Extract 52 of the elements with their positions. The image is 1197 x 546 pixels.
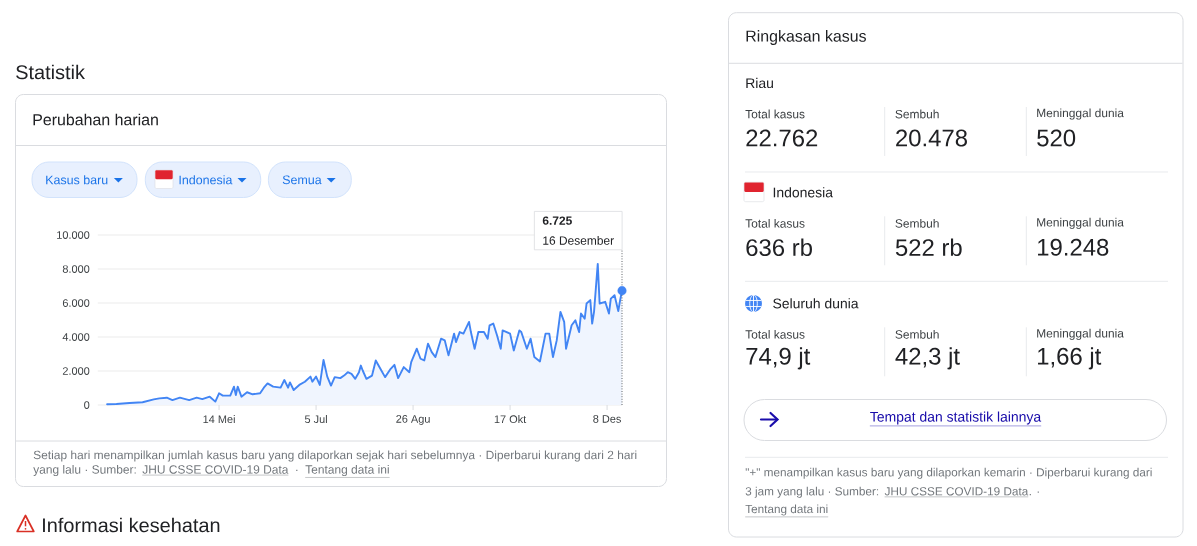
- text: Tentang data ini: [745, 504, 828, 516]
- text: Ringkasan kasus: [746, 30, 866, 45]
- text: Meninggal dunia: [1037, 217, 1124, 229]
- text: Informasi kesehatan: [43, 517, 220, 533]
- text: Seluruh dunia: [773, 298, 859, 309]
- text: ·: [296, 469, 298, 471]
- y-tick-label: 2.000: [62, 367, 90, 375]
- text: Setiap hari menampilkan jumlah kasus baru yang dilaporkan sejak hari sebelumnya · Diperbarui kurang dari 2 hari: [33, 450, 637, 462]
- chart-subtitle: Perubahan harian: [33, 113, 158, 126]
- text: Total kasus: [745, 329, 805, 339]
- text: JHU CSSE COVID-19 Data: [142, 465, 289, 474]
- text: Kasus baru: [46, 175, 108, 185]
- annotation: 16 Desember: [543, 236, 614, 245]
- y-tick-label: 0: [84, 401, 90, 409]
- text: 74,9 jt: [746, 347, 811, 370]
- text: 22.762: [746, 129, 818, 147]
- text: 1,66 jt: [1038, 347, 1102, 370]
- x-tick-label: 8 Des: [593, 415, 621, 423]
- text: Total kasus: [745, 218, 805, 228]
- text: 6.725: [542, 216, 572, 225]
- text: 522 rb: [895, 238, 962, 257]
- text: Sembuh: [895, 329, 939, 339]
- y-tick-label: 8.000: [62, 265, 90, 273]
- x-tick-label: 17 Okt: [494, 415, 527, 424]
- text: yang lalu · Sumber:: [33, 464, 136, 477]
- text: Meninggal dunia: [1037, 328, 1124, 340]
- text: 3 jam yang lalu · Sumber:: [745, 486, 879, 498]
- text: Indonesia: [773, 187, 833, 198]
- text: Semua: [282, 175, 322, 185]
- text: Sembuh: [895, 218, 939, 228]
- text: "+" menampilkan kasus baru yang dilaporkan kemarin · Diperbarui kurang dari: [745, 467, 1152, 479]
- text: Total kasus: [745, 109, 805, 119]
- text: Tentang data ini: [305, 464, 389, 477]
- text: Indonesia: [179, 175, 233, 185]
- x-tick-label: 26 Agu: [396, 415, 430, 425]
- text: 20.478: [896, 129, 967, 147]
- chart-title: Statistik: [16, 64, 85, 80]
- y-tick-label: 6.000: [62, 299, 90, 307]
- text: 520: [1037, 129, 1076, 147]
- text: 19.248: [1038, 238, 1109, 256]
- y-tick-label: 10.000: [57, 231, 90, 239]
- x-tick-label: 14 Mei: [203, 415, 235, 424]
- text: . ·: [1029, 491, 1039, 496]
- text: Riau: [746, 77, 773, 89]
- text: 636 rb: [746, 238, 812, 257]
- text: 42,3 jt: [895, 347, 960, 370]
- text: Sembuh: [895, 109, 939, 119]
- text: Tempat dan statistik lainnya: [870, 411, 1042, 425]
- x-tick-label: 5 Jul: [304, 415, 327, 424]
- text: Meninggal dunia: [1037, 108, 1124, 120]
- text: JHU CSSE COVID-19 Data: [884, 487, 1029, 496]
- y-tick-label: 4.000: [62, 333, 90, 341]
